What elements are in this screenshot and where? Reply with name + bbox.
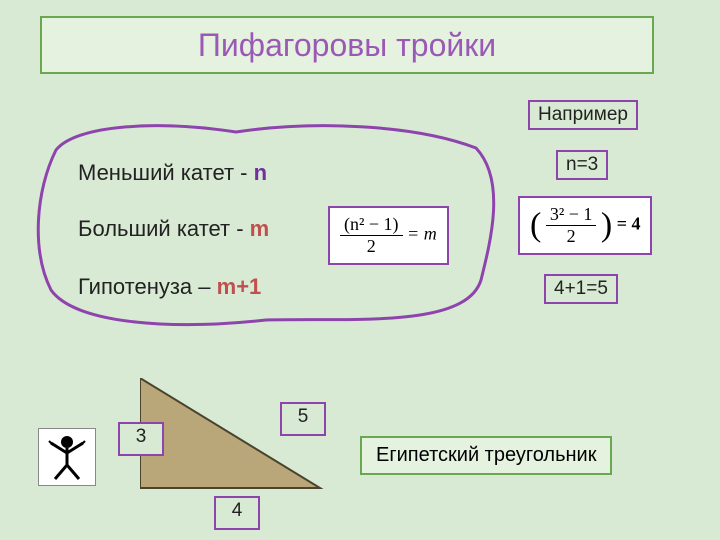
line1-var: n [254, 160, 267, 185]
line2-prefix: Больший катет - [78, 216, 250, 241]
example-step-hyp: 4+1=5 [544, 274, 618, 304]
bubble-line1: Меньший катет - n [78, 160, 267, 186]
main-rhs: = m [407, 224, 437, 244]
line2-var: m [250, 216, 270, 241]
main-denominator: 2 [340, 235, 403, 257]
example-numerator: 3² − 1 [546, 204, 597, 225]
main-numerator: (n² − 1) [340, 214, 403, 235]
line3-prefix: Гипотенуза – [78, 274, 217, 299]
bubble-line2: Больший катет - m [78, 216, 269, 242]
example-fraction: 3² − 1 2 [546, 204, 597, 247]
slide-title: Пифагоровы тройки [40, 16, 654, 74]
paren-open-icon: ( [530, 207, 541, 244]
egyptian-label: Египетский треугольник [360, 436, 612, 475]
line3-var: m+1 [217, 274, 262, 299]
slide-stage: Пифагоровы тройки Например n=3 ( 3² − 1 … [0, 0, 720, 540]
example-label: Например [528, 100, 638, 130]
person-figure-icon [38, 428, 96, 486]
example-step-n: n=3 [556, 150, 608, 180]
example-formula: ( 3² − 1 2 ) = 4 [518, 196, 652, 255]
side-b-label: 4 [214, 496, 260, 530]
main-formula: (n² − 1) 2 = m [328, 206, 449, 265]
example-denominator: 2 [546, 225, 597, 247]
line1-prefix: Меньший катет - [78, 160, 254, 185]
bubble-line3: Гипотенуза – m+1 [78, 274, 261, 300]
side-c-label: 5 [280, 402, 326, 436]
main-fraction: (n² − 1) 2 [340, 214, 403, 257]
example-rhs: = 4 [617, 214, 641, 234]
paren-close-icon: ) [601, 207, 612, 244]
side-a-label: 3 [118, 422, 164, 456]
